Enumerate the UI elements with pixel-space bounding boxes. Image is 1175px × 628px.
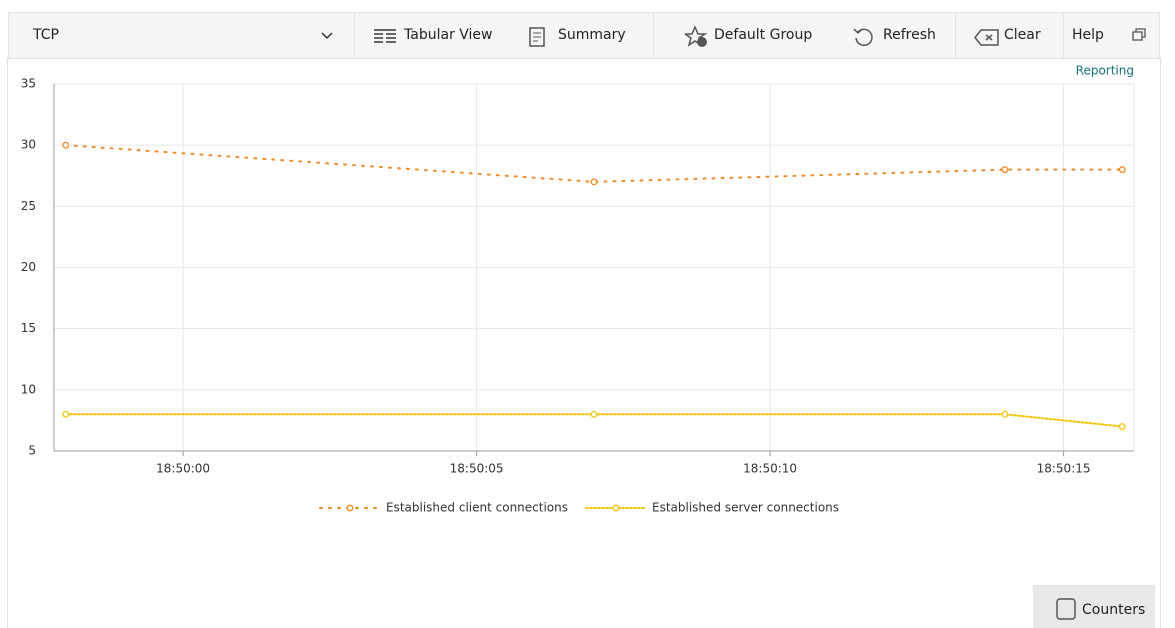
data-point — [1118, 166, 1126, 174]
series-line — [64, 413, 1124, 428]
y-tick-label: 5 — [28, 444, 36, 458]
data-point — [62, 410, 70, 418]
y-tick-label: 25 — [21, 199, 36, 213]
legend-label: Established server connections — [652, 501, 839, 515]
button[interactable]: Summary — [558, 27, 626, 43]
toolbar: TCP Tabular View Summary Default Group R… — [8, 12, 1160, 59]
chevron[interactable] — [321, 32, 333, 40]
y-tick-label: 15 — [21, 321, 36, 335]
panel — [7, 57, 1161, 628]
series-line — [64, 144, 1124, 183]
separator — [955, 13, 956, 59]
button[interactable]: Tabular View — [404, 27, 493, 43]
x-tick-label: 18:50:00 — [156, 462, 210, 476]
y-tick-label: 10 — [21, 382, 36, 396]
counters-label[interactable]: Counters — [1082, 602, 1145, 618]
data-point — [1118, 423, 1126, 430]
group-icon — [685, 26, 708, 47]
x-tick-label: 18:50:10 — [743, 462, 797, 476]
dropdown[interactable]: TCP — [33, 27, 59, 43]
x-tick-label: 18:50:05 — [450, 462, 504, 476]
clear-icon — [974, 29, 999, 46]
separator — [1063, 13, 1064, 59]
data-point — [590, 178, 598, 186]
button[interactable]: Clear — [1004, 27, 1041, 43]
x-tick-label: 18:50:15 — [1037, 462, 1091, 476]
data-point — [590, 410, 598, 418]
window-icon[interactable] — [1132, 28, 1146, 41]
legend-label: Established client connections — [386, 501, 568, 515]
counters-button[interactable] — [1033, 585, 1155, 628]
button[interactable]: Help — [1072, 27, 1104, 43]
refresh-icon — [853, 28, 873, 47]
legend-marker — [612, 504, 620, 512]
separator — [653, 13, 654, 59]
reporting-link[interactable]: Reporting — [1076, 64, 1134, 78]
summary-icon — [529, 27, 545, 47]
button[interactable]: Default Group — [714, 27, 813, 43]
y-tick-label: 30 — [21, 138, 36, 152]
data-point — [1001, 410, 1009, 418]
legend-marker — [346, 504, 354, 512]
data-point — [62, 141, 70, 149]
y-tick-label: 35 — [21, 77, 36, 91]
table-icon — [374, 29, 396, 43]
counters-icon — [1056, 598, 1076, 620]
data-point — [1001, 166, 1009, 174]
separator — [354, 13, 355, 59]
y-tick-label: 20 — [21, 260, 36, 274]
button[interactable]: Refresh — [883, 27, 936, 43]
